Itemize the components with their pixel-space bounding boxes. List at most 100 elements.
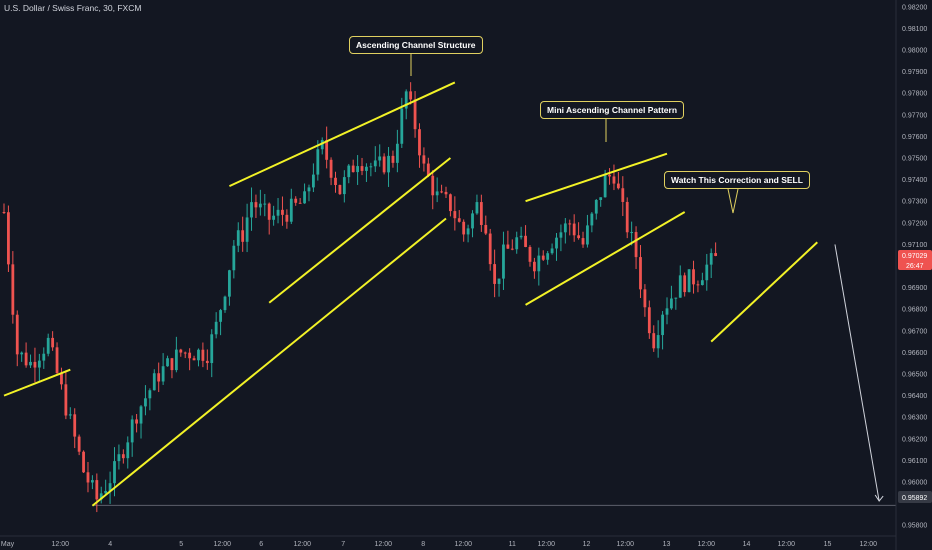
candle [29, 354, 32, 369]
price-tick-label: 0.98000 [902, 48, 927, 55]
candle [705, 253, 709, 291]
candle [148, 388, 152, 411]
candle [307, 184, 311, 202]
candle [219, 308, 222, 336]
time-tick-label: 12:00 [778, 541, 796, 548]
candle [395, 129, 399, 173]
current-price-label: 0.97029 [902, 253, 927, 260]
candle [139, 405, 143, 439]
candle [590, 212, 594, 233]
candle [210, 329, 214, 378]
candle [563, 218, 567, 244]
time-tick-label: 14 [743, 541, 751, 548]
candle [298, 198, 302, 204]
trendline[interactable] [525, 211, 686, 306]
trendline[interactable] [91, 217, 447, 507]
candle [325, 126, 329, 169]
candle [152, 369, 156, 391]
candle [166, 355, 169, 367]
candle [241, 216, 245, 252]
price-tick-label: 0.97400 [902, 177, 927, 184]
candle [338, 184, 342, 195]
candle [581, 231, 585, 248]
callout-ascending-channel[interactable]: Ascending Channel Structure [349, 36, 483, 54]
candle [223, 295, 227, 313]
candle [42, 347, 46, 369]
trendline[interactable] [229, 81, 456, 188]
projection-line[interactable] [834, 244, 880, 502]
candle [294, 196, 298, 206]
candle [312, 163, 315, 193]
candle [647, 300, 651, 339]
price-tick-label: 0.96000 [902, 480, 927, 487]
price-tick-label: 0.96300 [902, 415, 927, 422]
candle [329, 157, 333, 186]
candle [68, 407, 72, 420]
price-tick-label: 0.96700 [902, 328, 927, 335]
price-tick-label: 0.97600 [902, 134, 927, 141]
candle [378, 144, 382, 167]
trendline[interactable] [3, 368, 71, 397]
price-tick-label: 0.96100 [902, 458, 927, 465]
candle [117, 444, 121, 470]
candle [144, 385, 147, 416]
candle [418, 123, 421, 168]
candle [506, 230, 510, 249]
candle [493, 249, 497, 298]
price-tick-label: 0.97700 [902, 112, 927, 119]
candle [696, 280, 700, 293]
current-price-badge: 0.97029 26:47 [898, 250, 932, 270]
time-axis[interactable]: May 12:00 4 5 12:00 6 12:00 7 12:00 8 12:00 11 12:00… [1, 541, 877, 548]
candle [616, 171, 620, 190]
candle [192, 355, 196, 361]
candle [351, 159, 355, 173]
candle [656, 320, 660, 358]
candle [281, 196, 284, 226]
candle [197, 348, 200, 367]
candle [700, 272, 704, 286]
time-tick-label: 12 [583, 541, 591, 548]
candle [431, 170, 435, 210]
candle [77, 434, 81, 456]
price-tick-label: 0.98100 [902, 26, 927, 33]
price-tick-label: 0.97200 [902, 220, 927, 227]
trendline[interactable] [525, 152, 668, 203]
candle [426, 157, 430, 178]
candle [130, 415, 134, 457]
time-tick-label: 12:00 [52, 541, 70, 548]
candle [630, 221, 634, 246]
price-tick-label: 0.97300 [902, 199, 927, 206]
candle [121, 449, 125, 464]
price-tick-label: 0.96900 [902, 285, 927, 292]
candle [678, 265, 682, 298]
candle [99, 486, 103, 504]
time-tick-label: 12:00 [455, 541, 473, 548]
countdown-label: 26:47 [906, 263, 924, 270]
candle [661, 311, 664, 350]
price-tick-label: 0.97500 [902, 156, 927, 163]
trendline[interactable] [268, 157, 452, 304]
candle [95, 473, 99, 513]
candle [670, 285, 673, 310]
price-axis[interactable]: 0.98200 0.98100 0.98000 0.97900 0.97800 0.977… [902, 4, 927, 529]
candle [108, 471, 112, 504]
candle [457, 210, 461, 223]
candle [24, 342, 28, 368]
trendline[interactable] [710, 241, 818, 343]
time-tick-label: 12:00 [538, 541, 556, 548]
candle [228, 269, 231, 306]
candle [86, 461, 90, 493]
callout-mini-channel[interactable]: Mini Ascending Channel Pattern [540, 101, 685, 119]
candle [608, 168, 611, 185]
time-tick-label: 5 [179, 541, 183, 548]
price-tick-label: 0.97900 [902, 69, 927, 76]
callout-watch-sell[interactable]: Watch This Correction and SELL [664, 171, 810, 189]
candle [479, 194, 483, 232]
trendlines [3, 81, 818, 507]
candle [488, 228, 492, 271]
time-tick-label: 12:00 [698, 541, 716, 548]
price-tick-label: 0.97100 [902, 242, 927, 249]
candle [502, 231, 505, 290]
